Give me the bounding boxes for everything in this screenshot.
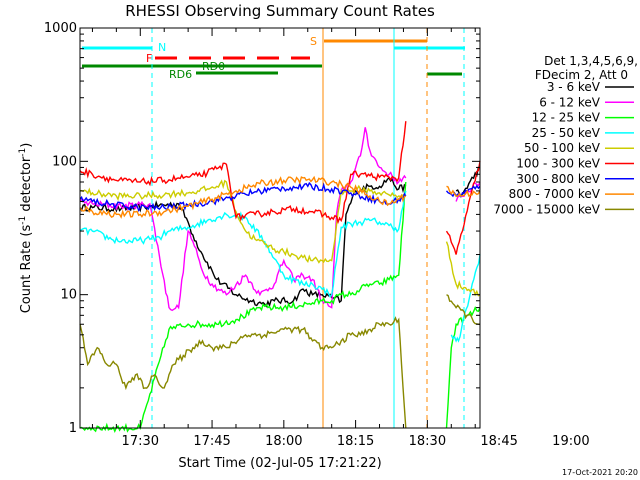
series-100-300-kev <box>79 121 481 255</box>
legend-label-800-7000-kev: 800 - 7000 keV <box>509 187 601 201</box>
series-25-50-kev <box>79 190 481 343</box>
annotation-s: S <box>310 35 317 48</box>
series-6-12-kev <box>79 127 481 312</box>
x-tick-label: 17:30 <box>122 434 159 449</box>
ylabel-part-1: Count Rate (s <box>19 225 34 314</box>
legend-label-7000-15000-kev: 7000 - 15000 keV <box>493 202 600 216</box>
legend-label-3-6-kev: 3 - 6 keV <box>547 80 601 94</box>
y-tick-label: 100 <box>52 154 77 169</box>
annotation-n: N <box>158 41 166 54</box>
y-axis-label: Count Rate (s-1 detector-1) <box>18 143 34 314</box>
annotation-rd6: RD6 <box>169 68 192 81</box>
plot-frame <box>79 27 481 429</box>
series-7000-15000-kev <box>79 294 480 429</box>
x-tick-label: 18:00 <box>265 434 302 449</box>
annotation-layer: NF RD0 RD6 S <box>146 35 317 81</box>
x-tick-label: 18:15 <box>337 434 374 449</box>
x-tick-label: 18:30 <box>409 434 446 449</box>
x-tick-label: 17:45 <box>193 434 230 449</box>
y-tick-label: 1000 <box>44 21 77 36</box>
ylabel-sup-1: -1 <box>18 216 28 225</box>
series-50-100-kev <box>79 179 481 297</box>
legend-label-12-25-kev: 12 - 25 keV <box>532 111 601 125</box>
legend-label-300-800-kev: 300 - 800 keV <box>516 172 600 186</box>
legend-header-1: Det 1,3,4,5,6,9, <box>544 54 638 68</box>
annotation-rd0: RD0 <box>202 60 225 73</box>
legend-label-50-100-kev: 50 - 100 keV <box>524 141 601 155</box>
y-tick-label: 1 <box>69 421 77 436</box>
series-300-800-kev <box>79 181 481 213</box>
chart-title: RHESSI Observing Summary Count Rates <box>125 2 435 20</box>
ylabel-part-2: detector <box>19 156 34 216</box>
x-tick-label: 19:00 <box>552 434 589 449</box>
series-layer <box>79 121 481 433</box>
x-axis-label: Start Time (02-Jul-05 17:21:22) <box>178 456 381 471</box>
timestamp: 17-Oct-2021 20:20 <box>562 468 638 477</box>
annotation-f: F <box>146 52 152 65</box>
legend-label-100-300-kev: 100 - 300 keV <box>516 157 600 171</box>
y-tick-label: 10 <box>60 288 77 303</box>
series-800-7000-kev <box>79 175 481 219</box>
legend-label-6-12-kev: 6 - 12 keV <box>539 95 601 109</box>
series-12-25-kev <box>79 181 481 433</box>
axis-layer: 1 10 100 1000 17:30 17:45 18:00 18:15 18:30 18:45… <box>44 21 590 449</box>
x-tick-label: 18:45 <box>480 434 517 449</box>
plot-bands <box>82 28 465 428</box>
legend-header-2: FDecim 2, Att 0 <box>535 68 628 82</box>
ylabel-part-3: ) <box>19 143 34 148</box>
ylabel-sup-2: -1 <box>18 148 28 157</box>
legend-label-25-50-kev: 25 - 50 keV <box>532 126 601 140</box>
